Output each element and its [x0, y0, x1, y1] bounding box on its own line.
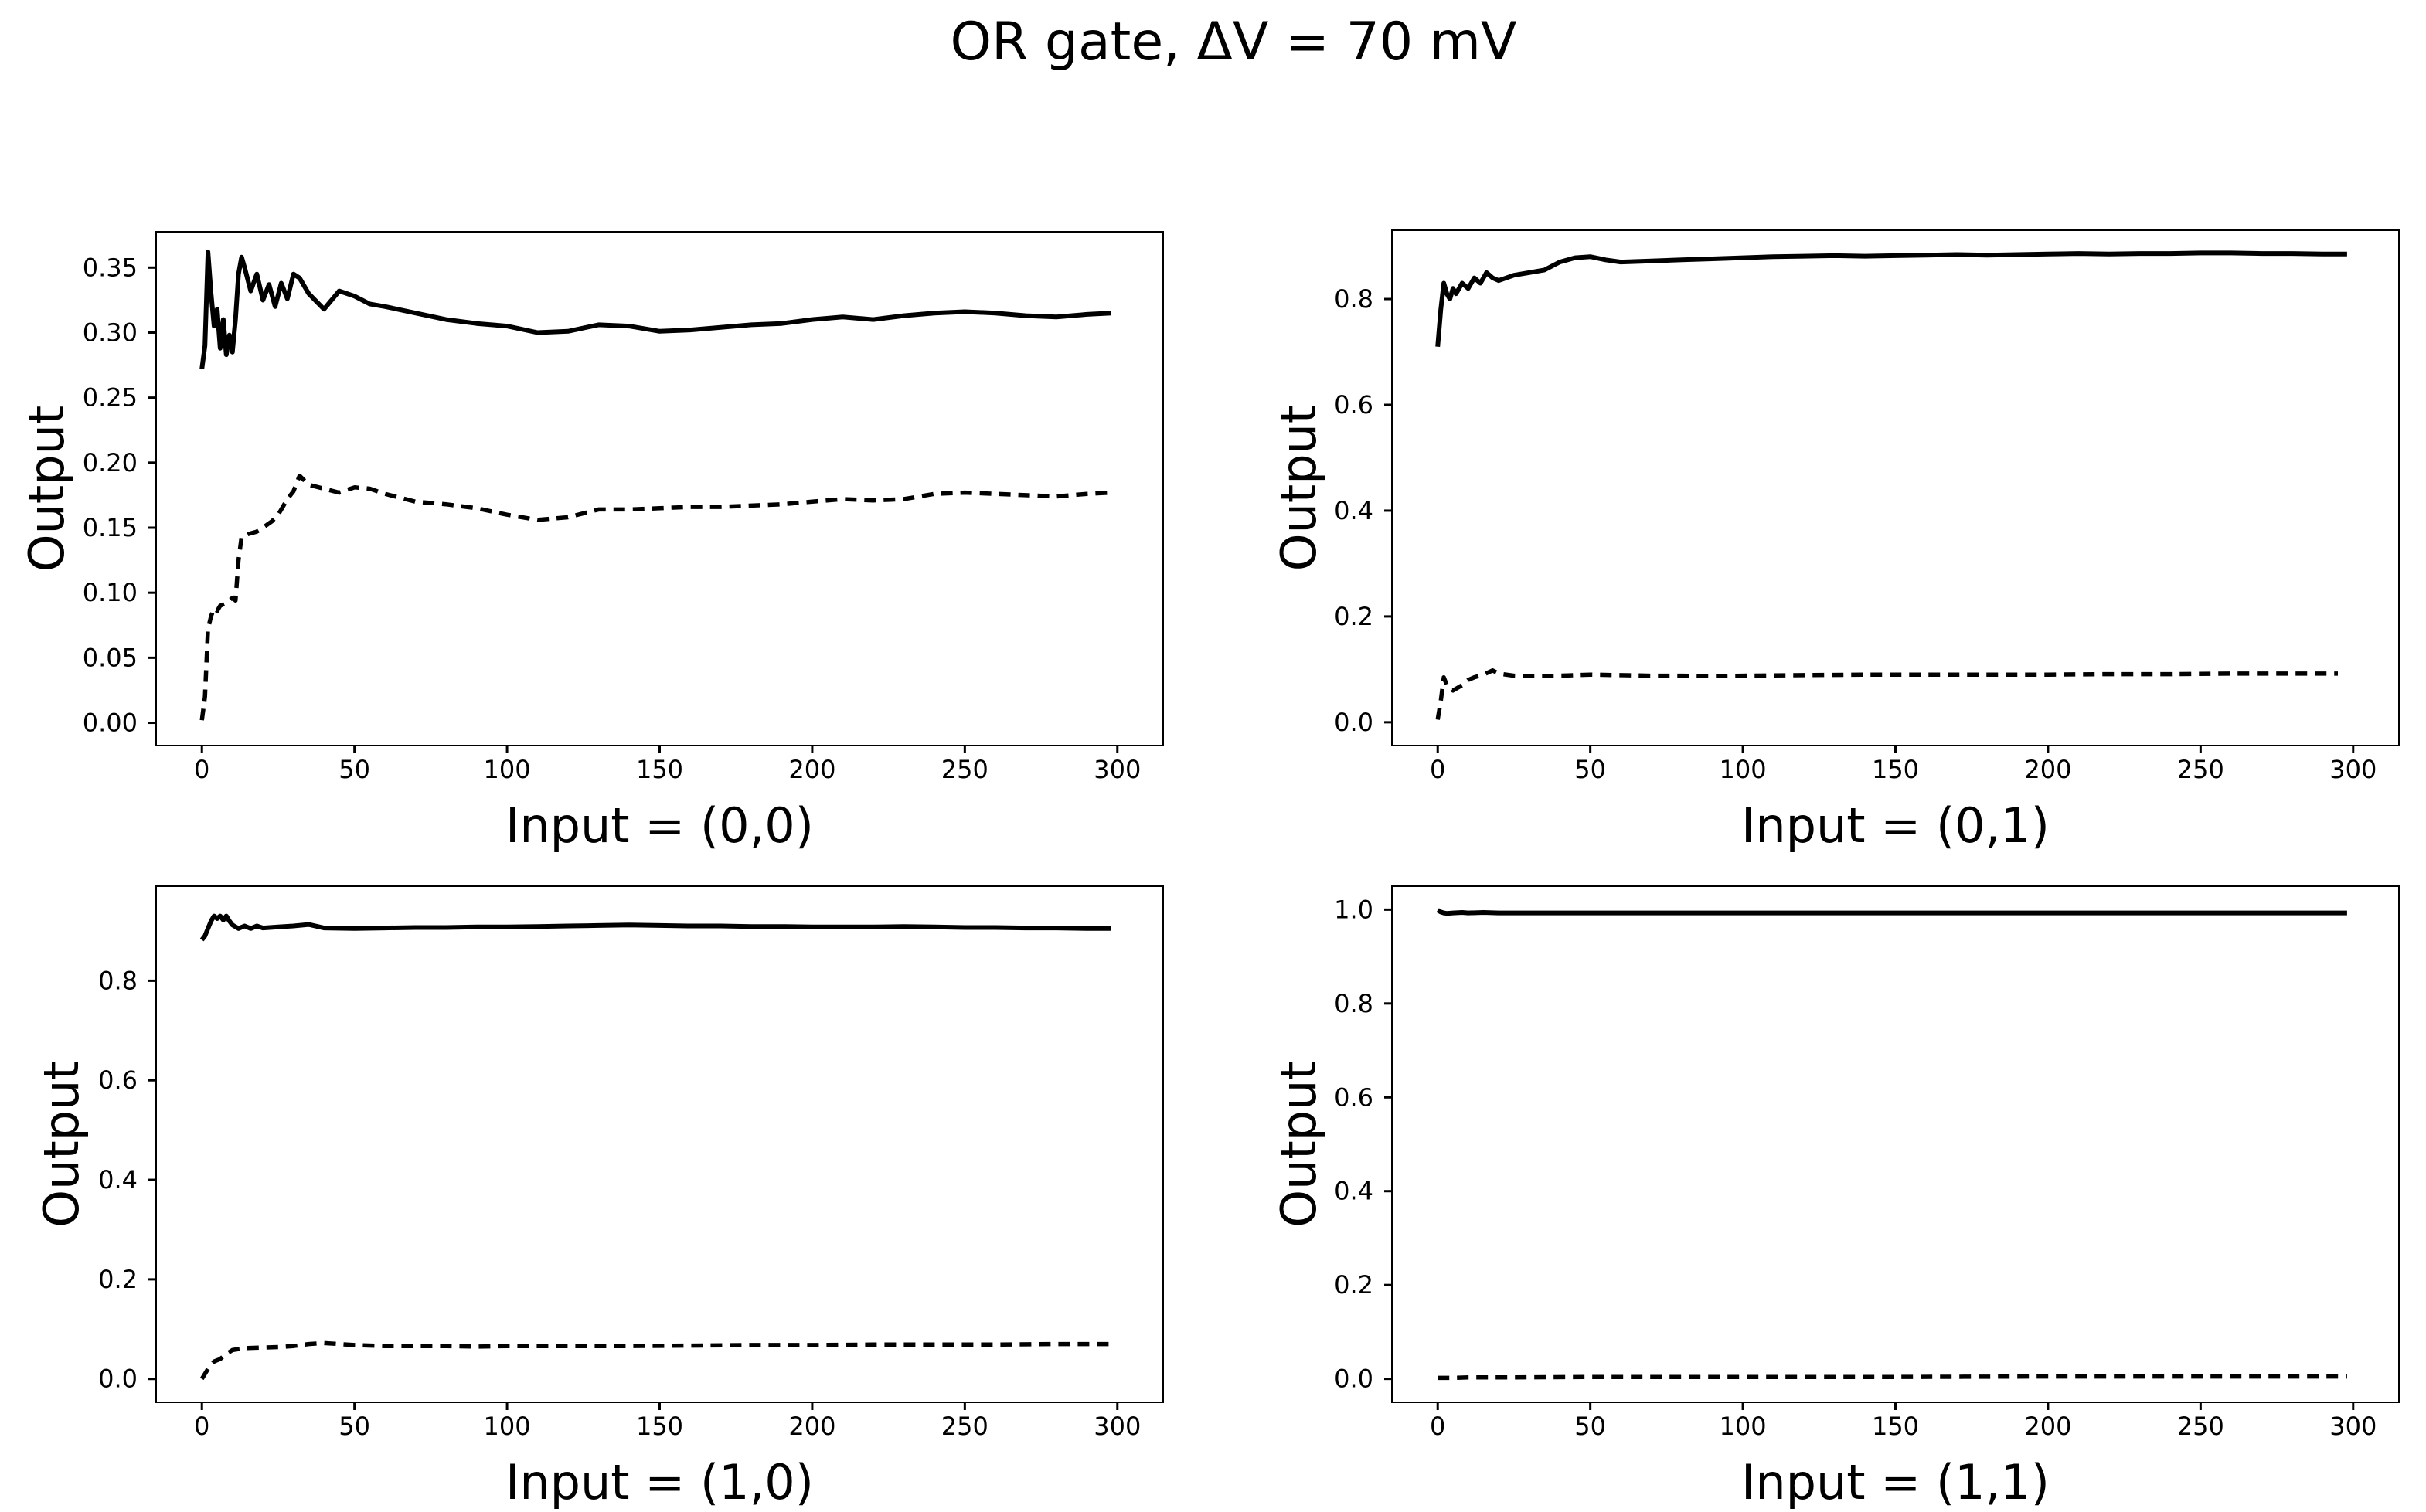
axes-frame: [1391, 229, 2400, 746]
y-tick-label: 0.35: [83, 253, 138, 282]
y-tick-label: 0.8: [1334, 284, 1373, 314]
x-tick-label: 250: [2177, 755, 2224, 784]
y-tick-label: 0.4: [1334, 496, 1373, 525]
y-tick-label: 0.0: [1334, 708, 1373, 737]
x-tick-label: 0: [194, 755, 209, 784]
y-axis-label: Output: [19, 406, 75, 572]
figure-title: OR gate, ΔV = 70 mV: [950, 12, 1516, 73]
y-axis-label: Output: [1271, 405, 1327, 571]
x-tick-label: 250: [941, 755, 988, 784]
x-tick-label: 100: [1720, 1412, 1767, 1441]
y-axis-label: Output: [1271, 1061, 1327, 1227]
y-tick-label: 0.2: [1334, 602, 1373, 631]
x-tick-label: 50: [1574, 1412, 1606, 1441]
y-tick-label: 0.8: [98, 966, 138, 995]
y-tick-label: 0.0: [98, 1364, 138, 1394]
x-tick-label: 50: [339, 1412, 370, 1441]
series-line-solid: [199, 913, 1111, 942]
x-tick-label: 200: [2024, 755, 2071, 784]
y-tick-label: 0.6: [98, 1065, 138, 1095]
x-tick-label: 50: [1574, 755, 1606, 784]
x-tick-label: 100: [1720, 755, 1767, 784]
x-axis-label: Input = (0,1): [1741, 797, 2050, 854]
y-tick-label: 0.30: [83, 318, 138, 347]
x-tick-label: 200: [2024, 1412, 2071, 1441]
series-line-dashed: [1435, 668, 2338, 720]
x-tick-label: 150: [1872, 755, 1919, 784]
series-line-solid: [199, 250, 1112, 369]
x-tick-label: 0: [1430, 755, 1445, 784]
x-tick-label: 100: [484, 755, 531, 784]
x-tick-label: 50: [339, 755, 370, 784]
subplot-0: 0 50 100 150 200 250 300 0.00 0.05 0.10 0.15 0.20 0.…: [19, 231, 1164, 854]
y-tick-label: 0.25: [83, 383, 138, 413]
subplot-1: 0 50 100 150 200 250 300 0.0 0.2 0.4 0.6 0.8 Input =…: [1271, 229, 2400, 854]
x-tick-label: 0: [1430, 1412, 1445, 1441]
subplot-2: 0 50 100 150 200 250 300 0.0 0.2 0.4 0.6 0.8 Input =…: [33, 885, 1164, 1510]
y-tick-label: 1.0: [1334, 895, 1373, 924]
series-line-dashed: [199, 1340, 1111, 1381]
y-tick-label: 0.4: [1334, 1177, 1373, 1206]
y-tick-label: 0.6: [1334, 1082, 1373, 1112]
axes-frame: [155, 885, 1164, 1403]
x-axis-label: Input = (1,1): [1741, 1454, 2050, 1510]
x-axis-label: Input = (0,0): [505, 797, 814, 854]
x-axis-label: Input = (1,0): [505, 1454, 814, 1510]
x-tick-label: 250: [2177, 1412, 2224, 1441]
x-tick-label: 300: [1094, 755, 1141, 784]
x-tick-label: 150: [636, 1412, 683, 1441]
y-tick-label: 0.6: [1334, 390, 1373, 420]
x-tick-label: 150: [636, 755, 683, 784]
subplot-3: 0 50 100 150 200 250 300 0.0 0.2 0.4 0.6 0.8 1.0 Inpu…: [1271, 885, 2400, 1510]
y-tick-label: 0.0: [1334, 1364, 1373, 1394]
x-tick-label: 200: [788, 1412, 835, 1441]
series-line-solid: [1435, 250, 2347, 347]
x-tick-label: 0: [194, 1412, 209, 1441]
x-tick-label: 300: [2329, 755, 2377, 784]
y-tick-label: 0.8: [1334, 989, 1373, 1018]
y-tick-label: 0.2: [1334, 1270, 1373, 1300]
x-tick-label: 150: [1872, 1412, 1919, 1441]
axes-frame: [155, 231, 1164, 746]
series-line-dashed: [199, 473, 1112, 721]
y-tick-label: 0.15: [83, 513, 138, 542]
y-axis-label: Output: [33, 1061, 90, 1227]
x-tick-label: 300: [1094, 1412, 1141, 1441]
x-tick-label: 250: [941, 1412, 988, 1441]
y-tick-label: 0.10: [83, 578, 138, 607]
y-tick-label: 0.2: [98, 1265, 138, 1294]
series-line-solid: [1436, 908, 2347, 916]
y-tick-label: 0.20: [83, 448, 138, 477]
x-tick-label: 300: [2329, 1412, 2377, 1441]
x-tick-label: 100: [484, 1412, 531, 1441]
y-tick-label: 0.05: [83, 643, 138, 672]
subplots: 0 50 100 150 200 250 3000.000.050.100.150.200.…: [19, 229, 2400, 1510]
series-line-dashed: [1438, 1374, 2347, 1381]
axes-frame: [1391, 885, 2400, 1403]
y-tick-label: 0.4: [98, 1165, 138, 1194]
y-tick-label: 0.00: [83, 708, 138, 738]
x-tick-label: 200: [788, 755, 835, 784]
